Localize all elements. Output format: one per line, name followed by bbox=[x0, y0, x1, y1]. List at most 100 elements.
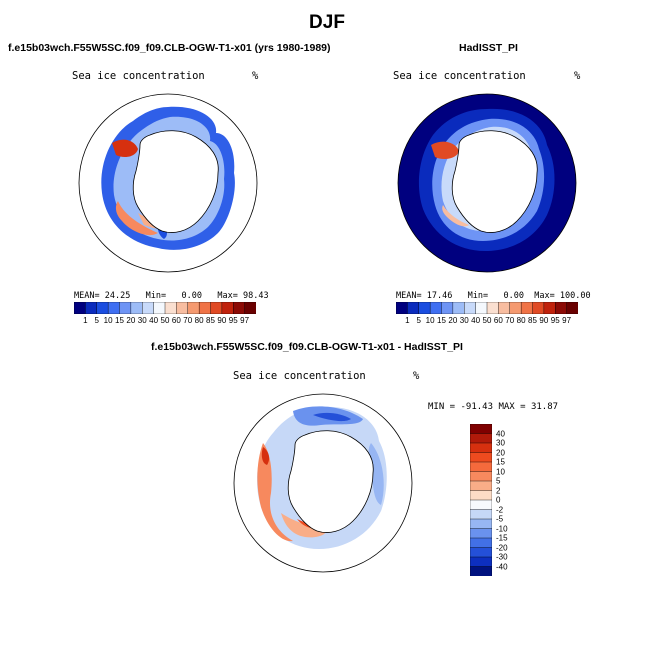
panel-left-title: f.e15b03wch.F55W5SC.f09_f09.CLB-OGW-T1-x… bbox=[8, 42, 331, 54]
colorbar-tick-label: 95 bbox=[550, 316, 560, 325]
colorbar-tick-label: 1 bbox=[83, 316, 88, 325]
colorbar-swatch bbox=[221, 302, 234, 314]
colorbar-tick-label: 40 bbox=[496, 429, 505, 438]
colorbar-tick-label: 5 bbox=[416, 316, 421, 325]
colorbar-swatch bbox=[470, 424, 492, 435]
colorbar-swatch bbox=[470, 556, 492, 568]
colorbar-swatch bbox=[475, 302, 488, 314]
colorbar-swatch bbox=[441, 302, 454, 314]
colorbar-swatch bbox=[532, 302, 545, 314]
colorbar-swatch bbox=[470, 528, 492, 539]
colorbar-swatch bbox=[119, 302, 132, 314]
colorbar-swatch bbox=[153, 302, 166, 314]
colorbar-swatch bbox=[142, 302, 155, 314]
colorbar-swatch bbox=[470, 480, 492, 492]
colorbar-tick-label: -40 bbox=[496, 562, 508, 571]
colorbar-tick-label: 15 bbox=[115, 316, 124, 325]
panel-diff-map bbox=[233, 393, 413, 573]
colorbar-swatch bbox=[470, 547, 492, 558]
colorbar-swatch bbox=[130, 302, 143, 314]
panel-diff-minmax: MIN = -91.43 MAX = 31.87 bbox=[428, 402, 559, 412]
colorbar-tick-label: 30 bbox=[137, 316, 147, 325]
colorbar-tick-label: 10 bbox=[496, 467, 505, 476]
panel-diff-colorbar-labels: 40 30 20 15 10 5 2 0 -2 -5 -10 -15 -20 -30 -40 bbox=[496, 424, 536, 576]
colorbar-swatch bbox=[74, 302, 86, 314]
antarctica-coastline bbox=[451, 130, 538, 233]
colorbar-swatch bbox=[107, 302, 121, 314]
colorbar-swatch bbox=[164, 302, 177, 314]
colorbar-tick-label: 97 bbox=[240, 316, 250, 325]
antarctica-coastline bbox=[287, 430, 374, 533]
colorbar-swatch bbox=[96, 302, 109, 314]
colorbar-swatch bbox=[470, 471, 492, 482]
colorbar-swatch bbox=[498, 302, 511, 314]
colorbar-tick-label: 97 bbox=[562, 316, 572, 325]
panel-diff-title: f.e15b03wch.F55W5SC.f09_f09.CLB-OGW-T1-x… bbox=[151, 341, 463, 353]
colorbar-tick-label: 20 bbox=[496, 448, 505, 457]
colorbar-swatch bbox=[464, 302, 477, 314]
panel-right-units: % bbox=[574, 70, 581, 82]
colorbar-swatch bbox=[452, 302, 465, 314]
colorbar-tick-label: 2 bbox=[496, 486, 501, 495]
colorbar-swatch bbox=[470, 433, 492, 444]
colorbar-swatch bbox=[418, 302, 431, 314]
colorbar-swatch bbox=[210, 302, 223, 314]
colorbar-tick-label: 60 bbox=[493, 316, 503, 325]
colorbar-tick-label: 95 bbox=[228, 316, 238, 325]
colorbar-swatch bbox=[470, 566, 492, 576]
colorbar-tick-label: 70 bbox=[183, 316, 193, 325]
colorbar-swatch bbox=[470, 518, 492, 530]
colorbar-swatch bbox=[187, 302, 200, 314]
colorbar-tick-label: 5 bbox=[94, 316, 99, 325]
colorbar-tick-label: -5 bbox=[496, 514, 504, 524]
colorbar-swatch bbox=[470, 509, 492, 520]
colorbar-swatch bbox=[176, 302, 189, 314]
colorbar-swatch bbox=[543, 302, 556, 314]
colorbar-tick-label: 0 bbox=[496, 495, 501, 505]
colorbar-tick-label: -10 bbox=[496, 524, 508, 533]
panel-right-colorbar-labels: 1 5 10 15 20 30 40 50 60 70 80 85 90 95 97 bbox=[396, 316, 578, 326]
colorbar-swatch bbox=[470, 442, 492, 454]
colorbar-tick-label: 80 bbox=[194, 316, 204, 325]
colorbar-tick-label: 90 bbox=[539, 316, 549, 325]
colorbar-tick-label: 1 bbox=[405, 316, 410, 325]
colorbar-tick-label: 15 bbox=[496, 457, 505, 467]
colorbar-swatch bbox=[244, 302, 256, 314]
colorbar-tick-label: 40 bbox=[149, 316, 159, 325]
colorbar-tick-label: 50 bbox=[160, 316, 170, 325]
colorbar-tick-label: 90 bbox=[217, 316, 227, 325]
colorbar-swatch bbox=[486, 302, 499, 314]
colorbar-tick-label: 20 bbox=[126, 316, 136, 325]
panel-right-field-label: Sea ice concentration bbox=[393, 70, 526, 82]
colorbar-swatch bbox=[470, 499, 492, 511]
panel-diff-colorbar bbox=[470, 424, 492, 576]
panel-left-colorbar bbox=[74, 302, 256, 314]
colorbar-tick-label: 15 bbox=[437, 316, 446, 325]
panel-left-stats: MEAN= 24.25 Min= 0.00 Max= 98.43 bbox=[74, 291, 269, 301]
colorbar-tick-label: 85 bbox=[206, 316, 215, 325]
figure-title: DJF bbox=[309, 12, 345, 33]
colorbar-tick-label: 30 bbox=[496, 438, 505, 448]
panel-right-stats: MEAN= 17.46 Min= 0.00 Max= 100.00 bbox=[396, 291, 591, 301]
colorbar-swatch bbox=[520, 302, 534, 314]
panel-left-map bbox=[78, 93, 258, 273]
colorbar-swatch bbox=[233, 302, 246, 314]
colorbar-swatch bbox=[396, 302, 408, 314]
colorbar-tick-label: -2 bbox=[496, 505, 504, 514]
colorbar-tick-label: -30 bbox=[496, 552, 508, 562]
antarctica-coastline bbox=[132, 130, 219, 233]
colorbar-tick-label: -15 bbox=[496, 533, 508, 543]
panel-diff-units: % bbox=[413, 370, 420, 382]
colorbar-swatch bbox=[198, 302, 212, 314]
panel-diff-field-label: Sea ice concentration bbox=[233, 370, 366, 382]
panel-left-colorbar-labels: 1 5 10 15 20 30 40 50 60 70 80 85 90 95 97 bbox=[74, 316, 256, 326]
colorbar-swatch bbox=[429, 302, 443, 314]
panel-right-colorbar bbox=[396, 302, 578, 314]
colorbar-tick-label: 70 bbox=[505, 316, 515, 325]
colorbar-swatch bbox=[470, 452, 492, 463]
colorbar-tick-label: 80 bbox=[516, 316, 526, 325]
colorbar-tick-label: 60 bbox=[171, 316, 181, 325]
colorbar-tick-label: 10 bbox=[103, 316, 113, 325]
colorbar-swatch bbox=[566, 302, 578, 314]
colorbar-tick-label: 30 bbox=[459, 316, 469, 325]
